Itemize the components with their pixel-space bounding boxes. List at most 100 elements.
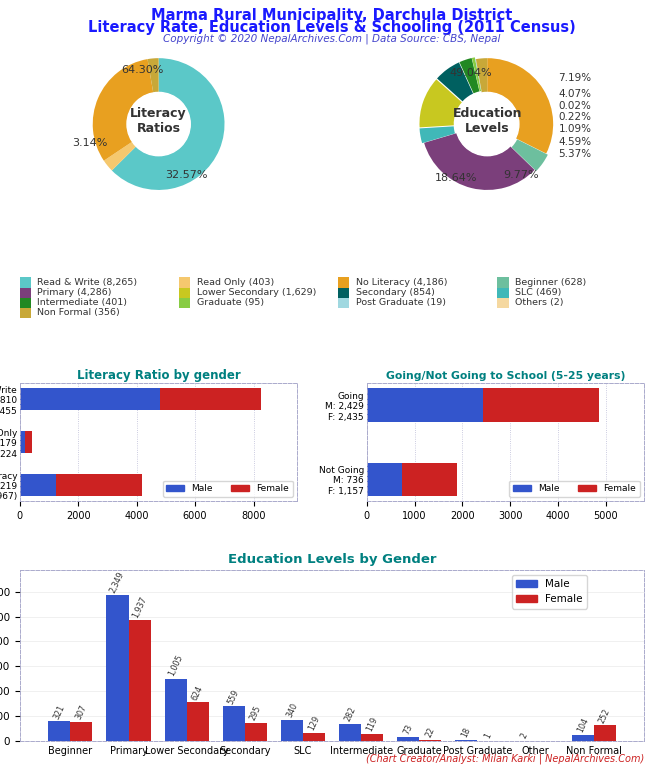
Text: 624: 624 [191,684,205,701]
Wedge shape [424,133,535,190]
Title: Education Levels by Gender: Education Levels by Gender [228,553,436,566]
Circle shape [127,92,191,156]
Text: Education
Levels: Education Levels [452,107,522,134]
Wedge shape [511,139,548,171]
Wedge shape [472,58,481,91]
Text: 49.04%: 49.04% [450,68,492,78]
Bar [338,298,349,308]
Bar [20,298,31,308]
Text: 3.14%: 3.14% [72,137,107,147]
Wedge shape [420,79,462,127]
Text: 5.37%: 5.37% [558,149,592,160]
Wedge shape [420,126,455,143]
Circle shape [456,92,519,156]
Wedge shape [476,58,487,93]
Text: 4.59%: 4.59% [558,137,592,147]
Bar [129,621,151,741]
Bar [497,277,509,287]
Text: 1.09%: 1.09% [558,124,592,134]
Text: 321: 321 [52,703,66,720]
Text: 0.22%: 0.22% [558,112,592,122]
Wedge shape [459,58,479,94]
Wedge shape [475,59,482,93]
Bar [245,723,267,741]
Bar [303,733,325,741]
Bar [20,474,56,496]
Text: 340: 340 [285,702,299,719]
Text: No Literacy (4,186): No Literacy (4,186) [356,278,448,287]
Bar [367,462,402,496]
Bar [594,726,616,741]
Bar [397,737,419,741]
Bar [338,287,349,298]
Bar [20,277,31,287]
Bar [20,431,25,453]
Text: Read & Write (8,265): Read & Write (8,265) [37,278,137,287]
Text: Literacy
Ratios: Literacy Ratios [130,107,187,134]
Bar [339,723,361,741]
Title: Going/Not Going to School (5-25 years): Going/Not Going to School (5-25 years) [386,371,625,381]
Text: 7.19%: 7.19% [558,73,592,83]
Wedge shape [104,141,136,170]
Bar [20,388,161,410]
Text: Read Only (403): Read Only (403) [197,278,274,287]
Bar [56,474,142,496]
Bar [179,287,191,298]
Bar [106,594,129,741]
Bar [456,740,477,741]
Text: 4.07%: 4.07% [558,89,592,99]
Legend: Male, Female: Male, Female [509,481,639,497]
Bar [222,707,245,741]
Bar [20,287,31,298]
Text: 282: 282 [343,705,357,723]
Text: Others (2): Others (2) [515,298,563,307]
Text: 2,349: 2,349 [109,570,126,594]
Bar [20,308,31,318]
Text: 64.30%: 64.30% [121,65,163,75]
Bar [179,277,191,287]
Text: 18: 18 [460,727,473,740]
Text: Non Formal (356): Non Formal (356) [37,309,120,317]
Text: 18.64%: 18.64% [434,173,477,183]
Text: 1,005: 1,005 [167,654,185,678]
Text: (Chart Creator/Analyst: Milan Karki | NepalArchives.Com): (Chart Creator/Analyst: Milan Karki | Ne… [366,753,644,764]
Text: Primary (4,286): Primary (4,286) [37,288,112,297]
Bar [497,287,509,298]
Text: 2: 2 [519,732,530,740]
Bar [25,431,32,453]
Text: Literacy Rate, Education Levels & Schooling (2011 Census): Literacy Rate, Education Levels & School… [88,20,576,35]
Wedge shape [487,58,553,154]
Text: 1: 1 [483,732,493,740]
Title: Literacy Ratio by gender: Literacy Ratio by gender [77,369,240,382]
Wedge shape [476,59,482,93]
Text: 119: 119 [365,716,379,733]
Text: 73: 73 [402,723,414,736]
Text: 559: 559 [226,688,241,706]
Bar [165,678,187,741]
Wedge shape [147,58,159,93]
Bar [361,733,383,741]
Text: SLC (469): SLC (469) [515,288,561,297]
Bar [179,298,191,308]
Bar [48,721,70,741]
Text: Beginner (628): Beginner (628) [515,278,586,287]
Text: Copyright © 2020 NepalArchives.Com | Data Source: CBS, Nepal: Copyright © 2020 NepalArchives.Com | Dat… [163,33,501,44]
Wedge shape [112,58,224,190]
Legend: Male, Female: Male, Female [512,575,587,608]
Text: Post Graduate (19): Post Graduate (19) [356,298,446,307]
Bar [281,720,303,741]
Text: 252: 252 [598,707,612,725]
Text: Intermediate (401): Intermediate (401) [37,298,127,307]
Bar [483,388,600,422]
Bar [419,740,442,741]
Text: Lower Secondary (1,629): Lower Secondary (1,629) [197,288,316,297]
Bar [367,388,483,422]
Bar [161,388,261,410]
Text: 32.57%: 32.57% [165,170,208,180]
Text: 307: 307 [74,703,89,721]
Bar [402,462,457,496]
Text: Secondary (854): Secondary (854) [356,288,435,297]
Text: 22: 22 [424,726,436,739]
Text: 9.77%: 9.77% [504,170,539,180]
Text: 104: 104 [575,717,590,734]
